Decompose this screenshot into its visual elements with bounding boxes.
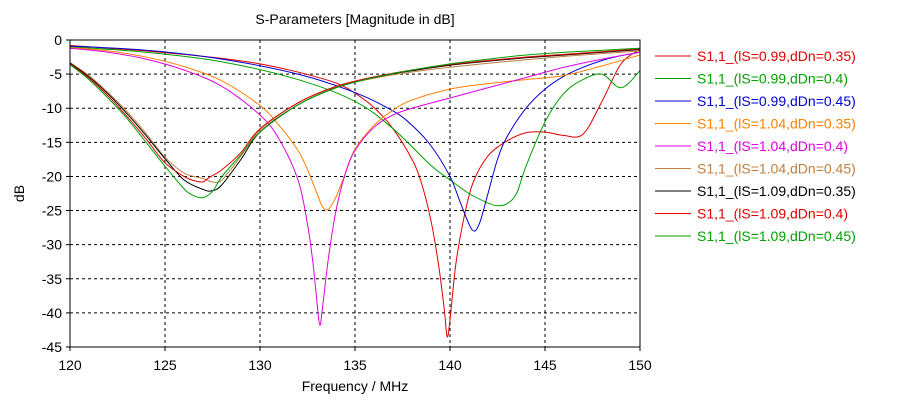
y-tick-label: -35 (42, 271, 62, 287)
legend-label: S1,1_(lS=1.04,dDn=0.45) (697, 161, 856, 177)
legend-label: S1,1_(lS=1.09,dDn=0.4) (697, 206, 848, 222)
y-tick-labels: 0 -5 -10 -15 -20 -25 -30 -35 -40 -45 (42, 32, 62, 355)
series-line-5 (70, 47, 640, 326)
series-line-9 (70, 47, 640, 199)
x-tick-label: 150 (628, 357, 652, 373)
series-line-4 (70, 47, 640, 211)
series-line-2 (70, 46, 640, 207)
plot-background (70, 40, 640, 347)
legend-label: S1,1_(lS=1.09,dDn=0.35) (697, 183, 856, 199)
x-tick-labels: 120 125 130 135 140 145 150 (58, 357, 652, 373)
legend-label: S1,1_(lS=1.09,dDn=0.45) (697, 228, 856, 244)
y-tick-label: -10 (42, 100, 62, 116)
legend-item: S1,1_(lS=1.04,dDn=0.45) (655, 161, 856, 177)
y-tick-label: -5 (50, 66, 63, 82)
y-tick-label: -25 (42, 203, 62, 219)
x-axis-label: Frequency / MHz (302, 378, 409, 394)
y-axis-label: dB (11, 185, 27, 202)
y-tick-label: 0 (54, 32, 62, 48)
grid-lines (70, 40, 640, 347)
legend-item: S1,1_(lS=0.99,dDn=0.4) (655, 71, 848, 87)
x-tick-label: 140 (438, 357, 462, 373)
legend-item: S1,1_(lS=1.09,dDn=0.45) (655, 228, 856, 244)
y-tick-label: -20 (42, 168, 62, 184)
series-line-1 (70, 44, 640, 338)
series-line-7 (70, 49, 640, 192)
x-tick-label: 135 (343, 357, 367, 373)
legend-item: S1,1_(lS=1.09,dDn=0.35) (655, 183, 856, 199)
y-tick-label: -45 (42, 339, 62, 355)
series-layer (70, 44, 640, 338)
y-tick-label: -40 (42, 305, 62, 321)
y-tick-label: -30 (42, 237, 62, 253)
legend: S1,1_(lS=0.99,dDn=0.35) S1,1_(lS=0.99,dDn… (655, 48, 856, 244)
legend-item: S1,1_(lS=0.99,dDn=0.45) (655, 93, 856, 109)
legend-label: S1,1_(lS=1.04,dDn=0.35) (697, 116, 856, 132)
legend-label: S1,1_(lS=0.99,dDn=0.35) (697, 48, 856, 64)
x-tick-label: 120 (58, 357, 82, 373)
series-line-3 (70, 45, 640, 232)
legend-item: S1,1_(lS=1.09,dDn=0.4) (655, 206, 848, 222)
x-tick-label: 145 (533, 357, 557, 373)
legend-item: S1,1_(lS=1.04,dDn=0.4) (655, 138, 848, 154)
series-line-8 (70, 48, 640, 183)
chart-title: S-Parameters [Magnitude in dB] (255, 11, 454, 27)
legend-item: S1,1_(lS=0.99,dDn=0.35) (655, 48, 856, 64)
legend-item: S1,1_(lS=1.04,dDn=0.35) (655, 116, 856, 132)
plot-area (70, 40, 640, 347)
x-tick-label: 130 (248, 357, 272, 373)
legend-label: S1,1_(lS=0.99,dDn=0.4) (697, 71, 848, 87)
y-tick-label: -15 (42, 134, 62, 150)
legend-label: S1,1_(lS=1.04,dDn=0.4) (697, 138, 848, 154)
x-tick-label: 125 (153, 357, 177, 373)
axes (66, 39, 641, 351)
legend-label: S1,1_(lS=0.99,dDn=0.45) (697, 93, 856, 109)
